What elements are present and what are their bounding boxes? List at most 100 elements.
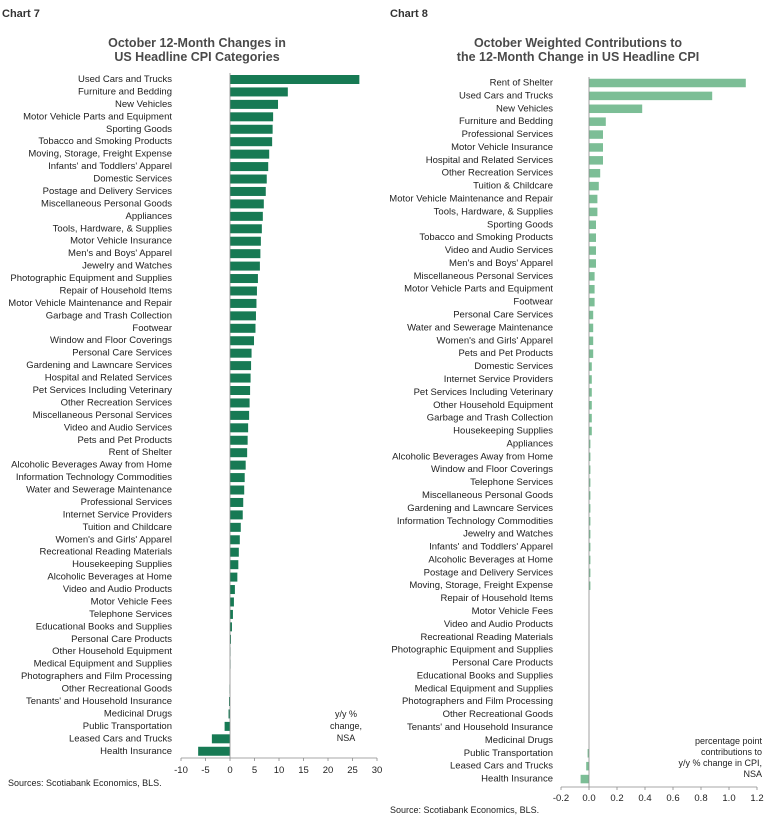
chart7-bar-garbage-and-trash-collection [230,311,256,321]
chart7-x-tick-label: 30 [372,765,383,776]
chart7-category-label-miscellaneous-personal-goods: Miscellaneous Personal Goods [41,198,172,209]
chart8-category-label-jewelry-and-watches: Jewelry and Watches [463,529,553,540]
chart8-bar-hospital-and-related-services [589,156,603,165]
chart-8: Chart 8 October Weighted Contributions t… [389,8,763,815]
chart-7: Chart 7 October 12-Month Changes in US H… [2,8,382,788]
chart8-category-label-new-vehicles: New Vehicles [496,103,553,114]
chart7-category-label-alcoholic-beverages-at-home: Alcoholic Beverages at Home [47,572,172,583]
chart8-category-label-photographers-and-film-processing: Photographers and Film Processing [402,696,553,707]
chart8-category-label-women-s-and-girls-apparel: Women's and Girls' Apparel [437,335,553,346]
chart7-category-label-other-recreation-services: Other Recreation Services [61,397,173,408]
chart8-bar-miscellaneous-personal-goods [589,491,591,500]
chart8-bar-telephone-services [589,478,591,487]
chart8-category-label-video-and-audio-products: Video and Audio Products [444,619,553,630]
chart-7-units-note-line-2: change, [330,721,362,731]
chart8-category-label-housekeeping-supplies: Housekeeping Supplies [453,426,553,437]
chart8-bar-pet-services-including-veterinary [589,388,592,397]
chart7-category-label-tuition-and-childcare: Tuition and Childcare [83,522,172,533]
chart7-bar-gardening-and-lawncare-services [230,361,252,371]
chart8-bar-footwear [589,297,595,307]
chart8-x-tick-label: 0.4 [638,793,651,804]
chart7-bar-tobacco-and-smoking-products [230,137,273,147]
chart7-category-label-medical-equipment-and-supplies: Medical Equipment and Supplies [34,659,173,670]
chart8-category-label-hospital-and-related-services: Hospital and Related Services [426,155,554,166]
chart8-bar-health-insurance [580,774,589,784]
chart7-bar-moving-storage-freight-expense [230,149,270,159]
chart8-bar-new-vehicles [589,104,643,114]
chart8-bar-infants-and-toddlers-apparel [589,542,591,552]
chart8-bar-leased-cars-and-trucks [586,761,589,771]
chart7-x-tick-label: 0 [227,765,232,776]
chart8-x-tick-label: 0.2 [610,793,623,804]
chart7-category-label-used-cars-and-trucks: Used Cars and Trucks [78,74,172,85]
chart7-category-label-video-and-audio-services: Video and Audio Services [64,422,172,433]
chart8-x-tick-label: 0.8 [694,793,707,804]
chart7-bar-alcoholic-beverages-at-home [230,572,238,582]
chart7-bar-sporting-goods [230,124,273,134]
chart7-category-label-motor-vehicle-parts-and-equipment: Motor Vehicle Parts and Equipment [23,111,172,122]
chart7-category-label-tools-hardware-supplies: Tools, Hardware, & Supplies [53,223,173,234]
chart7-category-label-domestic-services: Domestic Services [93,174,172,185]
chart8-bar-rent-of-shelter [589,78,746,88]
chart7-bar-motor-vehicle-insurance [230,236,261,246]
chart7-category-label-information-technology-commodities: Information Technology Commodities [16,472,172,483]
chart8-x-tick-label: 1.0 [722,793,735,804]
chart7-category-label-medicinal-drugs: Medicinal Drugs [104,708,172,719]
chart-7-number: Chart 7 [2,8,40,20]
chart8-bar-domestic-services [589,362,592,371]
chart8-category-label-footwear: Footwear [513,297,553,308]
chart7-category-label-leased-cars-and-trucks: Leased Cars and Trucks [69,733,172,744]
chart8-category-label-tenants-and-household-insurance: Tenants' and Household Insurance [407,722,553,733]
chart7-bar-postage-and-delivery-services [230,186,266,196]
chart7-x-tick-label: 15 [298,765,309,776]
chart7-bar-motor-vehicle-parts-and-equipment [230,112,274,122]
chart8-bar-garbage-and-trash-collection [589,413,592,423]
chart7-category-label-public-transportation: Public Transportation [83,721,172,732]
chart8-category-label-repair-of-household-items: Repair of Household Items [441,593,554,604]
chart7-bar-housekeeping-supplies [230,560,239,570]
chart7-category-label-gardening-and-lawncare-services: Gardening and Lawncare Services [26,360,172,371]
chart7-category-label-footwear: Footwear [132,323,172,334]
chart8-bar-motor-vehicle-insurance [589,143,603,152]
chart7-category-label-hospital-and-related-services: Hospital and Related Services [45,373,173,384]
chart8-category-label-motor-vehicle-fees: Motor Vehicle Fees [472,606,554,617]
chart8-bar-information-technology-commodities [589,517,591,526]
chart8-x-tick-label: 1.2 [750,793,763,804]
chart7-category-label-window-and-floor-coverings: Window and Floor Coverings [50,335,172,346]
chart-8-units-note-line-2: contributions to [701,747,762,757]
chart8-category-label-miscellaneous-personal-goods: Miscellaneous Personal Goods [422,490,553,501]
chart8-bar-miscellaneous-personal-services [589,272,595,281]
chart8-category-label-window-and-floor-coverings: Window and Floor Coverings [431,464,553,475]
chart7-bar-domestic-services [230,174,267,184]
chart8-category-label-other-recreation-services: Other Recreation Services [442,168,554,179]
chart8-category-label-furniture-and-bedding: Furniture and Bedding [459,116,553,127]
chart7-category-label-furniture-and-bedding: Furniture and Bedding [78,86,172,97]
chart7-category-label-tobacco-and-smoking-products: Tobacco and Smoking Products [38,136,172,147]
chart7-bar-appliances [230,211,263,221]
chart8-category-label-gardening-and-lawncare-services: Gardening and Lawncare Services [407,503,553,514]
chart8-category-label-other-household-equipment: Other Household Equipment [433,400,553,411]
chart8-category-label-garbage-and-trash-collection: Garbage and Trash Collection [427,413,553,424]
chart7-category-label-recreational-reading-materials: Recreational Reading Materials [39,547,172,558]
chart8-category-label-motor-vehicle-insurance: Motor Vehicle Insurance [451,142,553,153]
chart8-category-label-motor-vehicle-maintenance-and-repair: Motor Vehicle Maintenance and Repair [389,194,553,205]
chart7-category-label-personal-care-products: Personal Care Products [71,634,172,645]
chart8-bar-women-s-and-girls-apparel [589,336,594,346]
chart8-category-label-medical-equipment-and-supplies: Medical Equipment and Supplies [415,683,554,694]
chart8-bar-pets-and-pet-products [589,349,594,358]
chart7-category-label-jewelry-and-watches: Jewelry and Watches [82,261,172,272]
chart7-category-label-rent-of-shelter: Rent of Shelter [109,447,172,458]
chart8-bar-other-household-equipment [589,401,592,410]
chart7-bar-video-and-audio-products [230,585,235,595]
chart7-category-label-other-recreational-goods: Other Recreational Goods [62,684,173,695]
chart8-category-label-professional-services: Professional Services [462,129,554,140]
chart7-category-label-professional-services: Professional Services [81,497,173,508]
chart7-category-label-video-and-audio-products: Video and Audio Products [63,584,172,595]
chart8-category-label-postage-and-delivery-services: Postage and Delivery Services [424,567,554,578]
chart7-bar-motor-vehicle-maintenance-and-repair [230,298,257,308]
chart7-bar-miscellaneous-personal-services [230,410,250,420]
chart8-bar-internet-service-providers [589,375,592,384]
chart7-category-label-sporting-goods: Sporting Goods [106,124,172,135]
chart7-bar-educational-books-and-supplies [230,622,232,632]
chart8-category-label-miscellaneous-personal-services: Miscellaneous Personal Services [414,271,554,282]
